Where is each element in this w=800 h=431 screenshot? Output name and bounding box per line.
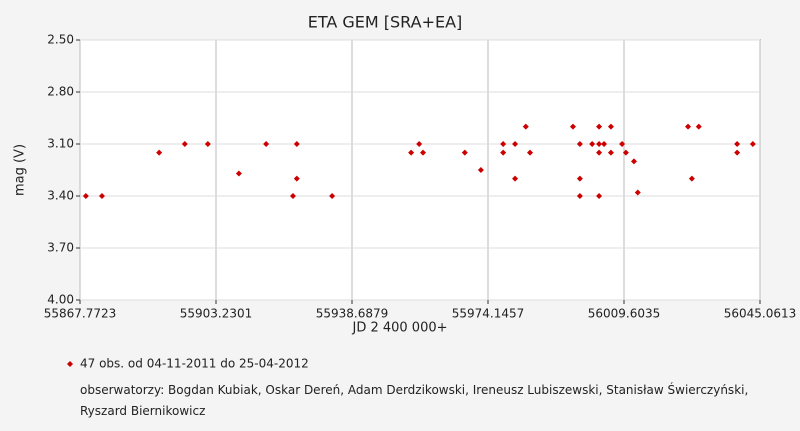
x-tick-label: 55903.2301 — [180, 307, 253, 321]
point — [204, 141, 211, 147]
point — [576, 193, 583, 199]
point — [685, 123, 692, 130]
point — [734, 141, 741, 147]
point — [512, 141, 519, 147]
x-tick-label: 56045.0613 — [724, 307, 797, 321]
point — [601, 141, 608, 147]
point — [634, 189, 641, 196]
point — [461, 149, 468, 156]
point — [500, 141, 507, 147]
point — [82, 193, 89, 199]
point — [263, 141, 270, 147]
point — [749, 141, 756, 147]
point — [329, 193, 336, 199]
x-tick-label: 56009.6035 — [588, 307, 661, 321]
point — [589, 141, 596, 147]
plot-area — [79, 39, 761, 301]
y-tick-label: 3.40 — [47, 189, 74, 203]
point — [235, 170, 242, 177]
point — [181, 141, 188, 147]
chart-title: ETA GEM [SRA+EA] — [308, 13, 463, 32]
legend-marker — [67, 361, 73, 367]
point — [596, 141, 603, 147]
point — [408, 149, 415, 156]
point — [293, 175, 300, 182]
x-tick-label: 55938.6879 — [316, 307, 389, 321]
y-tick-label: 2.80 — [47, 85, 74, 99]
point — [607, 149, 614, 156]
point — [607, 123, 614, 130]
point — [596, 149, 603, 156]
y-tick-label: 2.50 — [47, 33, 74, 47]
point — [622, 149, 629, 156]
point — [416, 141, 423, 147]
point — [596, 193, 603, 199]
point — [522, 123, 529, 130]
x-tick-label: 55867.7723 — [44, 307, 117, 321]
point — [293, 141, 300, 147]
x-axis-label: JD 2 400 000+ — [351, 321, 447, 336]
point — [527, 149, 534, 156]
point — [734, 149, 741, 156]
point — [512, 175, 519, 182]
point — [569, 123, 576, 130]
point — [619, 141, 626, 147]
y-tick-label: 4.00 — [47, 293, 74, 307]
point — [630, 158, 637, 165]
point — [695, 123, 702, 130]
point — [289, 193, 296, 199]
point — [576, 175, 583, 182]
point — [477, 167, 484, 173]
x-tick-label: 55974.1457 — [452, 307, 525, 321]
point — [576, 141, 583, 147]
point — [98, 193, 105, 199]
point — [596, 123, 603, 130]
point — [156, 149, 163, 156]
observers: obserwatorzy: Bogdan Kubiak, Oskar Dereń… — [80, 383, 749, 418]
y-tick-label: 3.70 — [47, 241, 74, 255]
point — [420, 149, 427, 156]
point — [688, 175, 695, 182]
y-axis-label: mag (V) — [13, 144, 28, 196]
y-tick-label: 3.10 — [47, 137, 74, 151]
legend-label: 47 obs. od 04-11-2011 do 25-04-2012 — [80, 357, 309, 371]
point — [500, 149, 507, 156]
